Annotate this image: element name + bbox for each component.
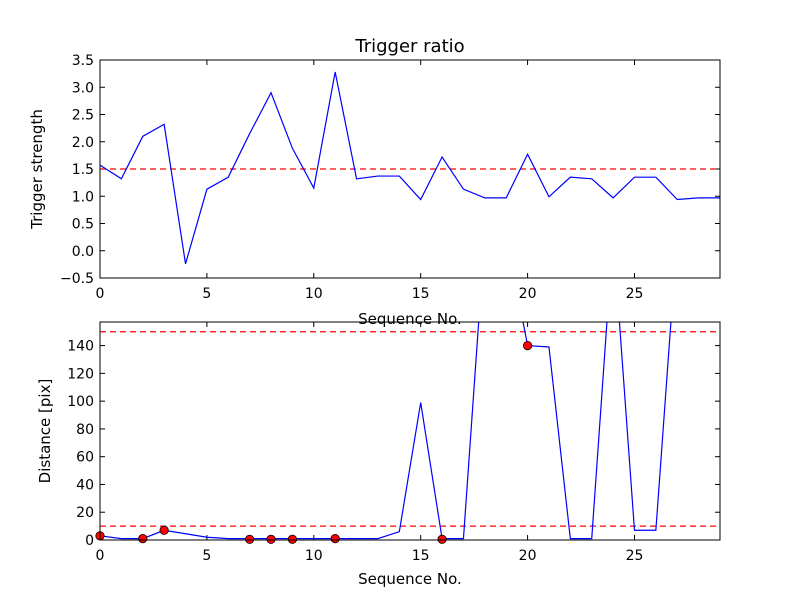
bot-marker-point xyxy=(437,534,447,544)
top-x-tick-label: 5 xyxy=(202,286,211,302)
bot-marker-point xyxy=(138,534,148,544)
top-panel: Trigger ratio 0 5 10 15 20 25 −0.5 0.0 0.5 1.0 1.5… xyxy=(28,36,721,328)
bot-y-tick-label: 140 xyxy=(67,339,94,355)
top-x-tick-label: 10 xyxy=(305,286,323,302)
top-chart-title: Trigger ratio xyxy=(354,36,464,57)
top-x-tick-label: 25 xyxy=(626,286,644,302)
top-plot-frame xyxy=(99,59,721,279)
bot-x-tick-label: 20 xyxy=(519,548,537,564)
bot-marker-point xyxy=(266,534,276,544)
top-x-tick-label: 20 xyxy=(519,286,537,302)
bot-x-tick-label: 0 xyxy=(96,548,105,564)
bot-x-tick-label: 10 xyxy=(305,548,323,564)
bottom-x-axis-label: Sequence No. xyxy=(358,570,462,588)
top-x-axis-label: Sequence No. xyxy=(358,310,462,328)
bottom-ticks: 0 5 10 15 20 25 0 20 40 60 80 100 120 140 xyxy=(67,322,720,564)
bot-y-tick-label: 120 xyxy=(67,366,94,382)
bot-y-tick-label: 60 xyxy=(76,450,94,466)
bot-y-tick-label: 100 xyxy=(67,394,94,410)
bottom-markers xyxy=(95,341,533,544)
bottom-plot-frame xyxy=(99,321,721,541)
bottom-series-line xyxy=(100,322,672,540)
top-y-tick-label: 0.5 xyxy=(72,217,94,233)
bot-y-tick-label: 80 xyxy=(76,422,94,438)
top-y-axis-label: Trigger strength xyxy=(28,109,46,230)
top-x-tick-label: 15 xyxy=(412,286,430,302)
top-y-tick-label: 2.5 xyxy=(72,108,94,124)
bot-y-tick-label: 0 xyxy=(85,533,94,549)
top-y-tick-label: 1.0 xyxy=(72,189,94,205)
top-y-tick-label: 2.0 xyxy=(72,135,94,151)
top-y-tick-label: 3.0 xyxy=(72,80,94,96)
bot-y-tick-label: 40 xyxy=(76,477,94,493)
top-y-tick-label: 0.0 xyxy=(72,244,94,260)
top-y-tick-label: 3.5 xyxy=(72,53,94,69)
top-series-line xyxy=(100,71,720,264)
bot-marker-point xyxy=(287,534,298,544)
bot-x-tick-label: 15 xyxy=(412,548,430,564)
bot-marker-point xyxy=(522,341,533,351)
bot-marker-point xyxy=(159,525,169,535)
top-ticks: 0 5 10 15 20 25 −0.5 0.0 0.5 1.0 1.5 2.0 2.5 3.0 3.5 xyxy=(60,53,720,302)
bot-marker-point xyxy=(245,534,255,544)
bottom-y-axis-label: Distance [pix] xyxy=(36,379,54,484)
top-y-tick-label: −0.5 xyxy=(60,271,94,287)
top-y-tick-label: 1.5 xyxy=(72,162,94,178)
bot-x-tick-label: 5 xyxy=(202,548,211,564)
bot-marker-point xyxy=(330,534,340,544)
bot-y-tick-label: 20 xyxy=(76,505,94,521)
bottom-panel: 0 5 10 15 20 25 0 20 40 60 80 100 120 140 Sequence No… xyxy=(36,321,721,588)
top-x-tick-label: 0 xyxy=(96,286,105,302)
bot-x-tick-label: 25 xyxy=(626,548,644,564)
